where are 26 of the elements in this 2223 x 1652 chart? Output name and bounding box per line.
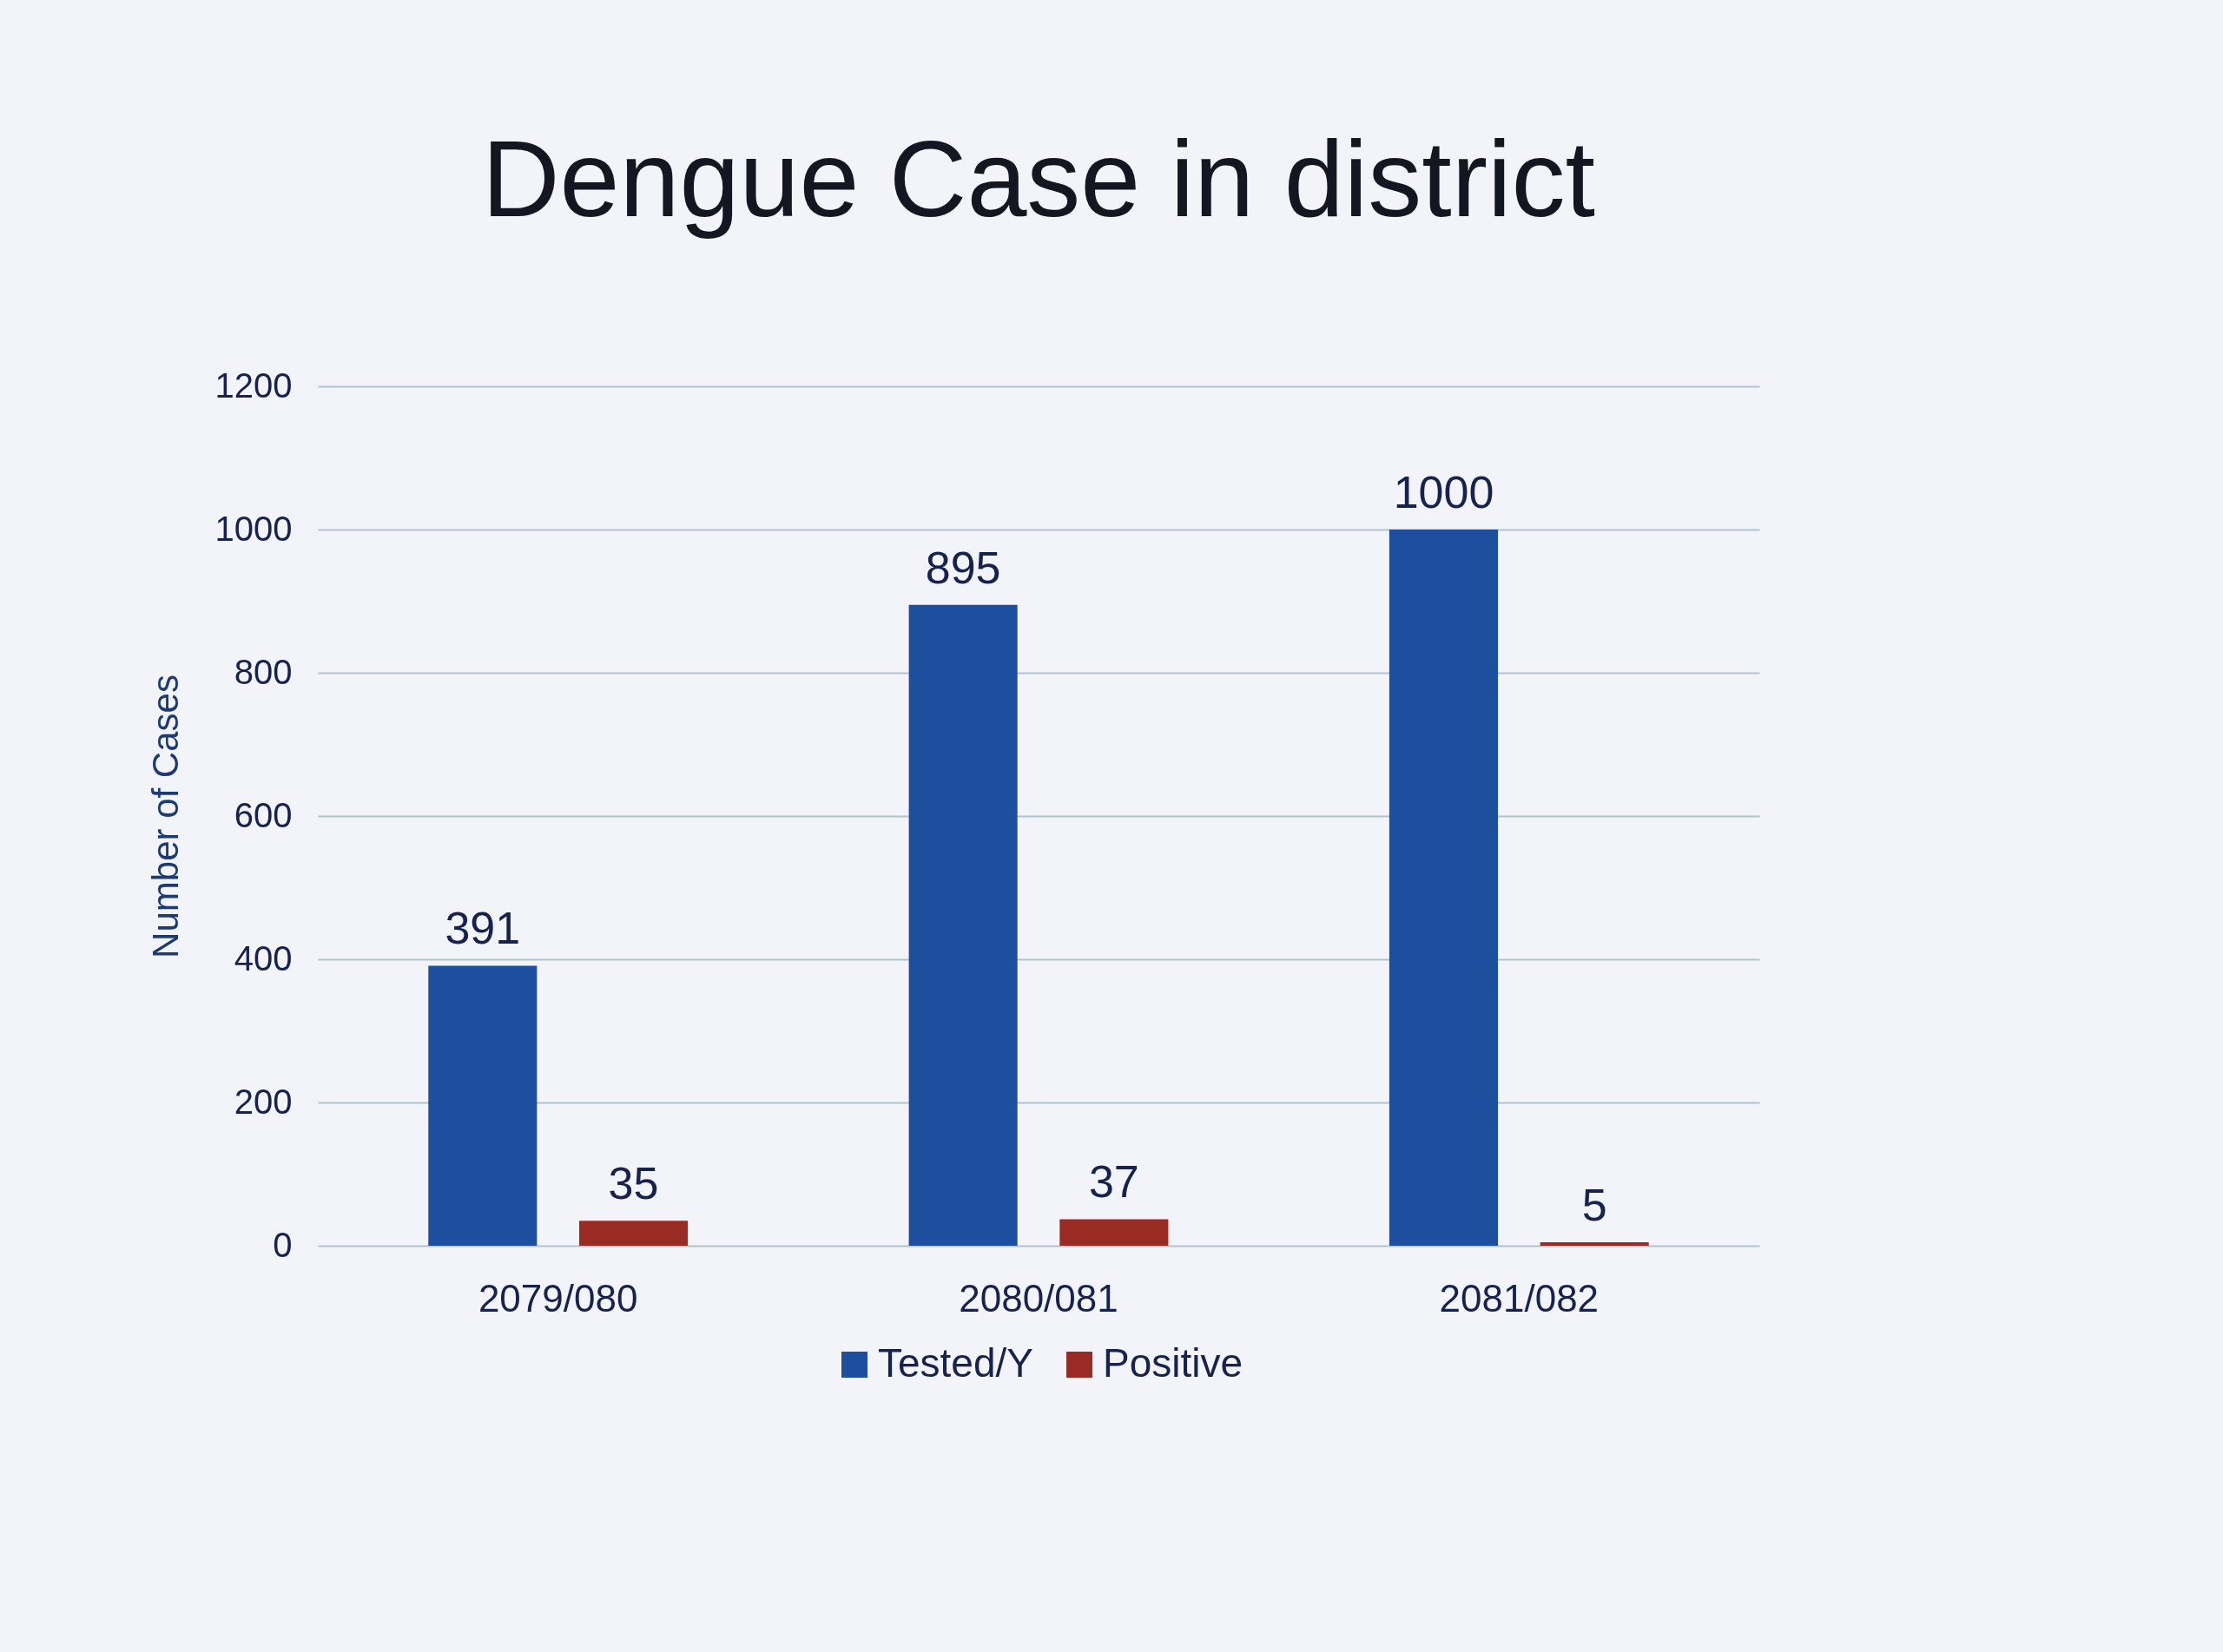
x-tick-label: 2081/082 bbox=[1439, 1276, 1600, 1320]
bar bbox=[578, 1221, 689, 1246]
data-label: 1000 bbox=[1393, 467, 1494, 517]
bar bbox=[908, 604, 1018, 1246]
data-label: 5 bbox=[1581, 1179, 1607, 1230]
y-tick-label: 400 bbox=[234, 938, 293, 977]
y-tick-label: 0 bbox=[273, 1225, 293, 1264]
x-tick-label: 2080/081 bbox=[959, 1276, 1118, 1320]
data-label: 391 bbox=[445, 903, 521, 954]
bar bbox=[1389, 530, 1499, 1246]
bar bbox=[1540, 1241, 1649, 1246]
data-label: 35 bbox=[608, 1158, 659, 1209]
bar bbox=[1059, 1219, 1169, 1246]
legend-label: Positive bbox=[1103, 1340, 1243, 1385]
y-tick-label: 600 bbox=[234, 795, 293, 834]
data-label: 37 bbox=[1088, 1156, 1139, 1208]
y-tick-label: 1000 bbox=[214, 509, 293, 548]
x-tick-label: 2079/080 bbox=[478, 1276, 638, 1320]
bar bbox=[428, 965, 538, 1246]
y-axis-title: Number of Cases bbox=[144, 675, 186, 958]
y-tick-label: 1200 bbox=[214, 365, 293, 405]
chart-title: Dengue Case in district bbox=[482, 119, 1595, 239]
data-label: 895 bbox=[925, 542, 1001, 593]
y-tick-label: 200 bbox=[234, 1082, 293, 1121]
legend-label: Tested/Y bbox=[878, 1340, 1033, 1385]
y-tick-label: 800 bbox=[234, 652, 293, 691]
